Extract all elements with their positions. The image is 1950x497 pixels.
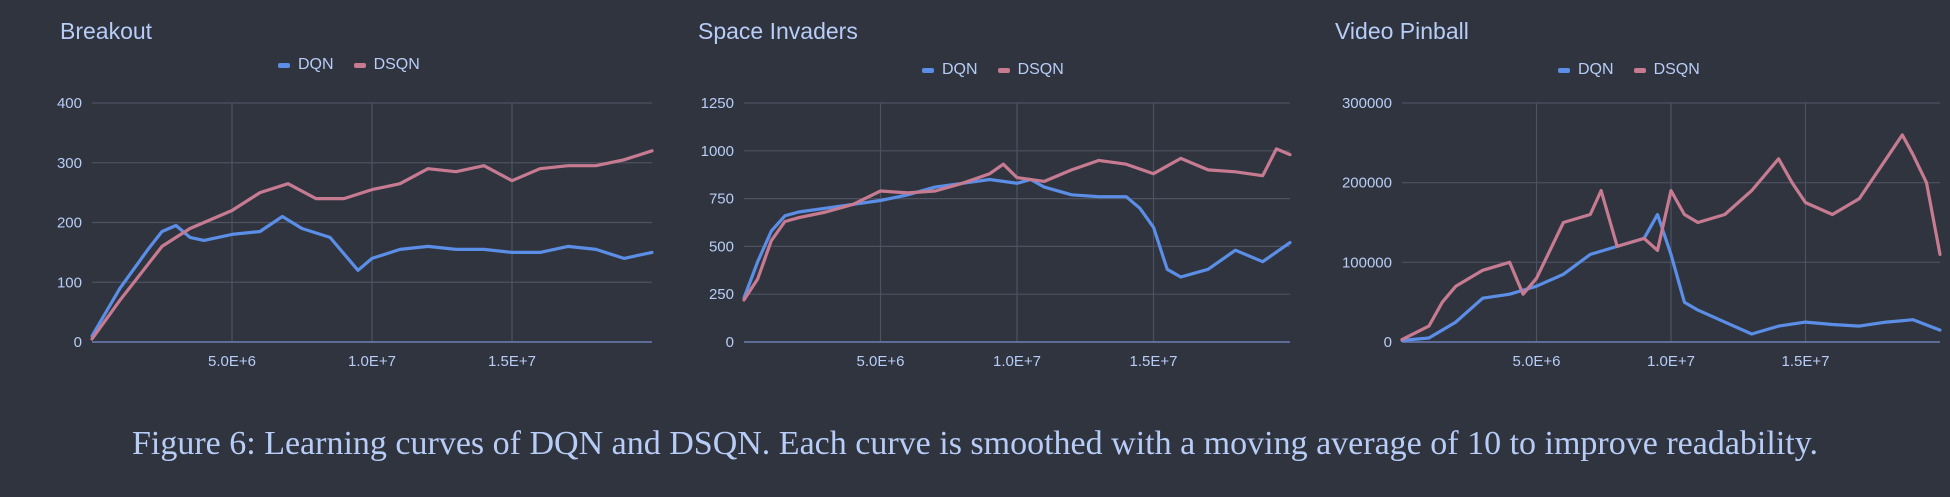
figure-caption: Figure 6: Learning curves of DQN and DSQ… (131, 425, 1819, 462)
legend-label-dqn: DQN (1578, 61, 1614, 78)
breakout-plot: 0 100 200 300 400 5.0E+6 1.0E+7 1.5E+7 (57, 95, 654, 370)
y-tick-label: 500 (709, 238, 734, 255)
y-tick-label: 300 (57, 155, 82, 172)
chart-panel-video-pinball: Video Pinball DQN DSQN 0 100000 200000 3000… (1310, 0, 1950, 400)
y-tick-label: 300000 (1342, 95, 1392, 112)
chart-legend: DQN DSQN (1558, 61, 1700, 79)
legend-label-dqn: DQN (942, 61, 978, 78)
video-pinball-plot: 0 100000 200000 300000 5.0E+6 1.0E+7 1.5E+7 (1342, 95, 1942, 370)
series-line-dqn (742, 177, 1292, 300)
y-tick-label: 100 (57, 274, 82, 291)
legend-label-dsqn: DSQN (1653, 61, 1700, 78)
y-tick-label: 750 (709, 191, 734, 208)
chart-title: Space Invaders (698, 18, 858, 44)
x-tick-label: 1.0E+7 (348, 353, 396, 370)
legend-item-dsqn: DSQN (1633, 61, 1700, 79)
y-tick-label: 0 (74, 334, 82, 351)
y-tick-label: 100000 (1342, 254, 1392, 271)
chart-title: Breakout (60, 18, 153, 44)
x-tick-label: 1.5E+7 (488, 353, 536, 370)
legend-swatch-dsqn (353, 62, 366, 68)
legend-label-dsqn: DSQN (1017, 61, 1064, 78)
series-line-dqn (1400, 212, 1942, 342)
legend-swatch-dqn (1558, 67, 1570, 73)
legend-swatch-dqn (278, 62, 290, 68)
legend-swatch-dsqn (997, 67, 1010, 73)
chart-panel-breakout: Breakout DQN DSQN 0 100 200 300 400 5.0E+6 1.0… (0, 0, 660, 400)
y-tick-label: 0 (726, 334, 734, 351)
series-line-dsqn (742, 147, 1292, 302)
legend-label-dsqn: DSQN (373, 56, 420, 73)
chart-legend: DQN DSQN (278, 56, 420, 74)
x-tick-label: 1.0E+7 (993, 353, 1041, 370)
series-line-dsqn (90, 149, 654, 341)
chart-legend: DQN DSQN (922, 61, 1064, 79)
x-tick-label: 1.5E+7 (1782, 353, 1830, 370)
x-tick-label: 5.0E+6 (208, 353, 256, 370)
y-tick-label: 200000 (1342, 175, 1392, 192)
x-tick-label: 5.0E+6 (1513, 353, 1561, 370)
legend-label-dqn: DQN (298, 56, 334, 73)
legend-item-dsqn: DSQN (353, 56, 420, 74)
y-tick-label: 0 (1384, 334, 1392, 351)
legend-item-dsqn: DSQN (997, 61, 1064, 79)
y-tick-label: 200 (57, 215, 82, 232)
series-line-dsqn (1400, 133, 1942, 342)
x-tick-label: 1.0E+7 (1647, 353, 1695, 370)
chart-title: Video Pinball (1335, 18, 1469, 44)
chart-panel-space-invaders: Space Invaders DQN DSQN 0 250 500 750 1000 12… (660, 0, 1310, 400)
legend-swatch-dqn (922, 67, 934, 73)
y-tick-label: 250 (709, 286, 734, 303)
legend-swatch-dsqn (1633, 67, 1646, 73)
y-tick-label: 1250 (701, 95, 734, 112)
y-tick-label: 400 (57, 95, 82, 112)
y-tick-label: 1000 (701, 143, 734, 160)
x-tick-label: 1.5E+7 (1130, 353, 1178, 370)
series-line-dqn (90, 214, 654, 338)
space-invaders-plot: 0 250 500 750 1000 1250 5.0E+6 1.0E+7 1.5E+7 (701, 95, 1292, 370)
x-tick-label: 5.0E+6 (857, 353, 905, 370)
legend-item-dqn: DQN (1558, 61, 1614, 79)
legend-item-dqn: DQN (922, 61, 978, 79)
legend-item-dqn: DQN (278, 56, 334, 74)
